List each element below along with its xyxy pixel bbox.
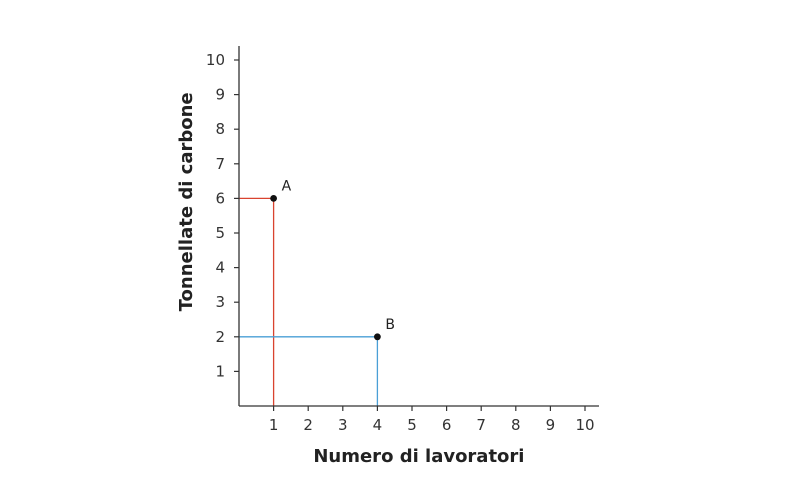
y-tick-label: 2 <box>215 328 225 346</box>
y-tick-label: 3 <box>215 293 225 311</box>
x-tick-label: 2 <box>303 416 313 434</box>
axes <box>238 46 599 407</box>
x-tick-label: 1 <box>269 416 279 434</box>
data-points: AB <box>270 178 395 341</box>
point-label-b: B <box>385 317 395 333</box>
y-tick-label: 10 <box>206 51 225 69</box>
x-axis-title: Numero di lavoratori <box>313 446 524 467</box>
y-tick-label: 1 <box>215 362 225 380</box>
y-tick-label: 8 <box>215 120 225 138</box>
y-axis-title: Tonnellate di carbone <box>176 92 197 311</box>
guide-lines <box>239 197 379 406</box>
y-tick-label: 7 <box>215 155 225 173</box>
x-ticks: 1 2 3 4 5 6 7 8 9 10 <box>269 406 595 434</box>
point-a <box>270 195 277 202</box>
y-tick-label: 5 <box>215 224 225 242</box>
y-ticks: 1 2 3 4 5 6 7 8 9 10 <box>206 51 239 380</box>
point-b <box>374 333 381 341</box>
x-tick-label: 8 <box>511 416 521 434</box>
y-tick-label: 4 <box>215 259 225 277</box>
x-tick-label: 9 <box>546 416 556 434</box>
x-tick-label: 5 <box>407 416 417 434</box>
x-tick-label: 7 <box>476 416 486 434</box>
x-tick-label: 6 <box>442 416 452 434</box>
y-tick-label: 9 <box>215 86 225 104</box>
x-tick-label: 10 <box>575 416 594 434</box>
point-label-a: A <box>282 178 292 194</box>
x-tick-label: 3 <box>338 416 348 434</box>
y-tick-label: 6 <box>215 189 225 207</box>
x-tick-label: 4 <box>373 416 383 434</box>
